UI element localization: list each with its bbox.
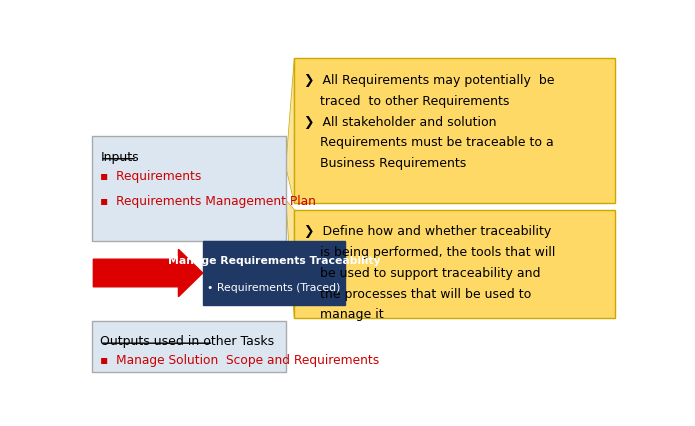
Text: the processes that will be used to: the processes that will be used to <box>304 287 531 300</box>
Polygon shape <box>93 250 203 297</box>
Text: Outputs used in other Tasks: Outputs used in other Tasks <box>100 334 275 347</box>
Text: manage it: manage it <box>304 308 384 321</box>
Text: is being performed, the tools that will: is being performed, the tools that will <box>304 246 555 259</box>
Text: Manage Requirements Traceability: Manage Requirements Traceability <box>167 256 380 265</box>
FancyBboxPatch shape <box>203 242 345 305</box>
FancyBboxPatch shape <box>294 59 614 204</box>
FancyBboxPatch shape <box>92 322 286 373</box>
Text: ▪  Manage Solution  Scope and Requirements: ▪ Manage Solution Scope and Requirements <box>100 353 379 366</box>
Text: ▪  Requirements: ▪ Requirements <box>100 170 202 183</box>
FancyBboxPatch shape <box>92 136 286 242</box>
Text: Inputs: Inputs <box>100 150 139 163</box>
Text: traced  to other Requirements: traced to other Requirements <box>304 95 509 108</box>
Polygon shape <box>286 59 294 204</box>
Polygon shape <box>286 201 294 319</box>
Text: be used to support traceability and: be used to support traceability and <box>304 266 541 279</box>
FancyBboxPatch shape <box>294 210 614 319</box>
Text: • Requirements (Traced): • Requirements (Traced) <box>207 282 341 292</box>
Text: Requirements must be traceable to a: Requirements must be traceable to a <box>304 136 554 149</box>
Text: ▪  Requirements Management Plan: ▪ Requirements Management Plan <box>100 194 316 207</box>
Text: ❯  All stakeholder and solution: ❯ All stakeholder and solution <box>304 115 496 128</box>
Text: Business Requirements: Business Requirements <box>304 157 466 170</box>
Text: ❯  Define how and whether traceability: ❯ Define how and whether traceability <box>304 225 551 238</box>
Text: ❯  All Requirements may potentially  be: ❯ All Requirements may potentially be <box>304 74 555 87</box>
